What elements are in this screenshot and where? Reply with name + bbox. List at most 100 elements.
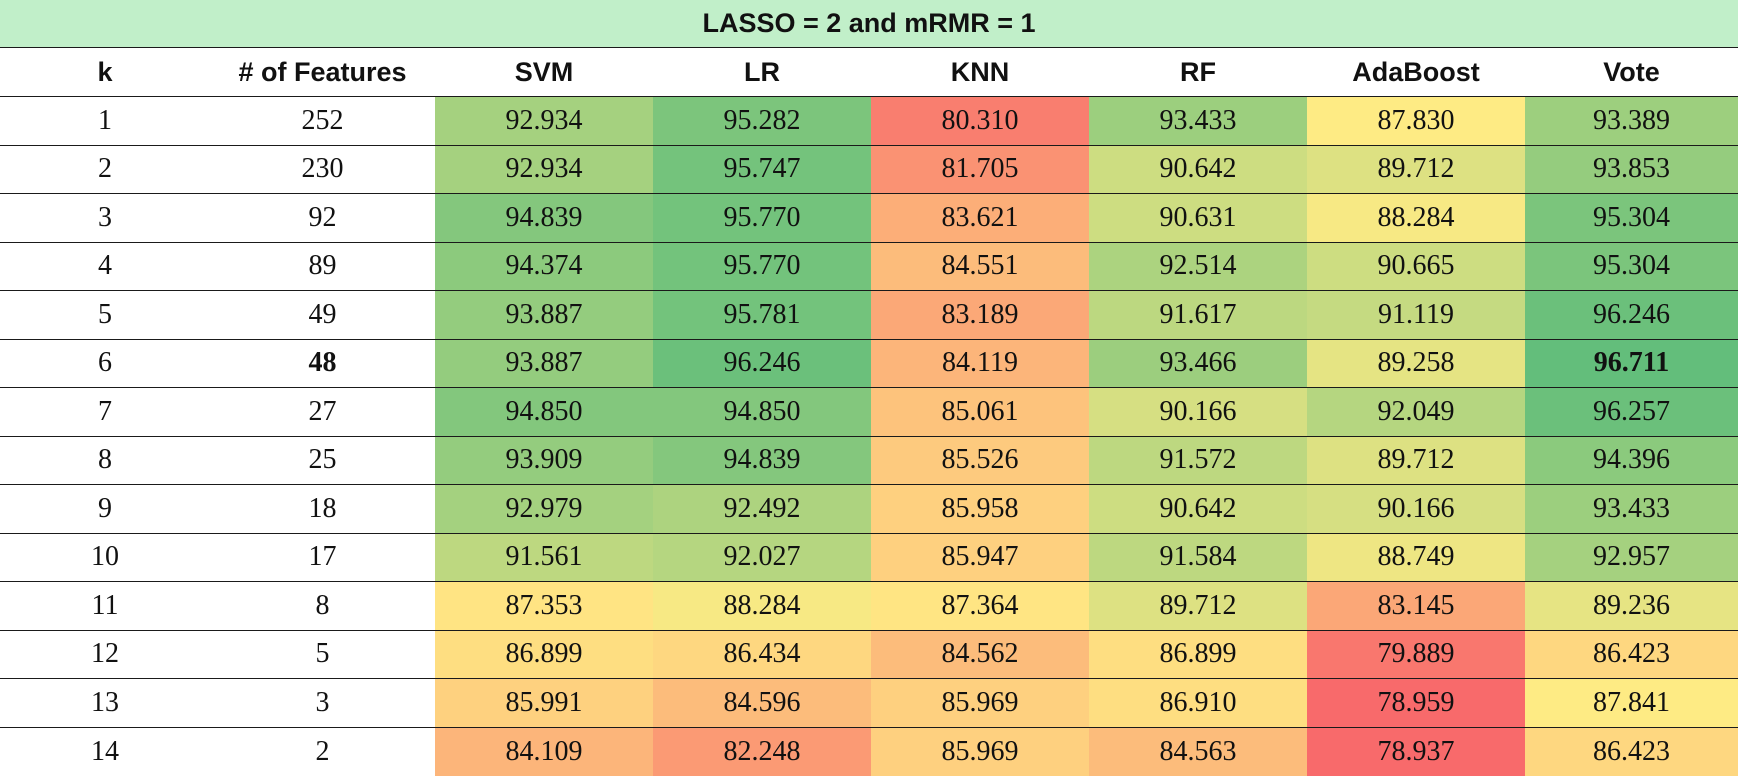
cell-rf: 90.631	[1089, 194, 1307, 242]
cell-features: 17	[308, 541, 337, 573]
cell-lr: 82.248	[653, 727, 871, 776]
cell-adaboost: 91.119	[1307, 291, 1525, 339]
column-header: AdaBoost	[1352, 56, 1480, 87]
column-header: SVM	[514, 56, 574, 87]
cell-knn: 85.526	[871, 436, 1089, 484]
cell-knn: 84.551	[871, 242, 1089, 290]
table-row: 10 17 91.561 92.027 85.947 91.584 88.749 92.957	[0, 533, 1738, 582]
cell-k: 3	[98, 201, 112, 233]
cell-features: 3	[315, 686, 330, 718]
cell-knn: 84.119	[871, 339, 1089, 387]
cell-rf: 93.433	[1089, 97, 1307, 145]
cell-knn: 87.364	[871, 582, 1089, 630]
cell-k: 6	[98, 347, 112, 379]
cell-features: 252	[301, 104, 344, 136]
table-row: 8 25 93.909 94.839 85.526 91.572 89.712 94.396	[0, 436, 1738, 485]
cell-features: 27	[308, 395, 337, 427]
cell-svm: 94.850	[435, 388, 653, 436]
table-body: 1 252 92.934 95.282 80.310 93.433 87.830 93.389…	[0, 97, 1738, 776]
cell-knn: 85.947	[871, 533, 1089, 581]
cell-lr: 88.284	[653, 582, 871, 630]
cell-svm: 93.909	[435, 436, 653, 484]
cell-vote: 92.957	[1525, 533, 1738, 581]
table-row: 2 230 92.934 95.747 81.705 90.642 89.712 93.853	[0, 145, 1738, 194]
cell-adaboost: 78.959	[1307, 679, 1525, 727]
cell-lr: 95.770	[653, 242, 871, 290]
table-row: 5 49 93.887 95.781 83.189 91.617 91.119 96.246	[0, 291, 1738, 340]
cell-k: 4	[98, 250, 112, 282]
cell-svm: 92.979	[435, 485, 653, 533]
cell-vote: 93.389	[1525, 97, 1738, 145]
cell-vote: 93.433	[1525, 485, 1738, 533]
cell-rf: 91.617	[1089, 291, 1307, 339]
cell-svm: 92.934	[435, 97, 653, 145]
cell-k: 10	[91, 541, 119, 573]
cell-adaboost: 83.145	[1307, 582, 1525, 630]
cell-vote: 86.423	[1525, 630, 1738, 678]
table-row: 3 92 94.839 95.770 83.621 90.631 88.284 95.304	[0, 194, 1738, 243]
cell-rf: 90.642	[1089, 145, 1307, 193]
cell-svm: 92.934	[435, 145, 653, 193]
table-row: 14 2 84.109 82.248 85.969 84.563 78.937 86.423	[0, 727, 1738, 776]
cell-lr: 84.596	[653, 679, 871, 727]
cell-k: 11	[91, 589, 119, 621]
table-row: 6 48 93.887 96.246 84.119 93.466 89.258 96.711	[0, 339, 1738, 388]
cell-lr: 94.850	[653, 388, 871, 436]
cell-features: 18	[308, 492, 337, 524]
cell-adaboost: 78.937	[1307, 727, 1525, 776]
cell-k: 8	[98, 444, 112, 476]
cell-adaboost: 90.166	[1307, 485, 1525, 533]
column-header: RF	[1180, 56, 1216, 87]
cell-vote: 93.853	[1525, 145, 1738, 193]
cell-rf: 90.166	[1089, 388, 1307, 436]
cell-knn: 85.969	[871, 679, 1089, 727]
column-header: Vote	[1603, 56, 1660, 87]
cell-rf: 84.563	[1089, 727, 1307, 776]
cell-adaboost: 88.749	[1307, 533, 1525, 581]
header-row: k # of Features SVM LR KNN RF AdaBoost Vote	[0, 48, 1738, 97]
cell-vote: 96.257	[1525, 388, 1738, 436]
cell-k: 7	[98, 395, 112, 427]
cell-svm: 91.561	[435, 533, 653, 581]
cell-lr: 92.027	[653, 533, 871, 581]
cell-lr: 86.434	[653, 630, 871, 678]
cell-features: 48	[308, 347, 337, 379]
cell-lr: 96.246	[653, 339, 871, 387]
cell-vote: 95.304	[1525, 194, 1738, 242]
cell-vote: 87.841	[1525, 679, 1738, 727]
cell-lr: 95.282	[653, 97, 871, 145]
cell-rf: 91.572	[1089, 436, 1307, 484]
cell-lr: 92.492	[653, 485, 871, 533]
cell-vote: 95.304	[1525, 242, 1738, 290]
cell-rf: 86.910	[1089, 679, 1307, 727]
table-row: 1 252 92.934 95.282 80.310 93.433 87.830 93.389	[0, 97, 1738, 146]
cell-svm: 84.109	[435, 727, 653, 776]
table-row: 9 18 92.979 92.492 85.958 90.642 90.166 93.433	[0, 485, 1738, 534]
cell-svm: 93.887	[435, 291, 653, 339]
cell-lr: 95.781	[653, 291, 871, 339]
cell-adaboost: 89.712	[1307, 145, 1525, 193]
cell-features: 92	[308, 201, 337, 233]
cell-lr: 95.747	[653, 145, 871, 193]
table-row: 13 3 85.991 84.596 85.969 86.910 78.959 87.841	[0, 679, 1738, 728]
cell-features: 5	[315, 638, 330, 670]
table-row: 12 5 86.899 86.434 84.562 86.899 79.889 86.423	[0, 630, 1738, 679]
cell-features: 2	[315, 735, 330, 767]
cell-lr: 94.839	[653, 436, 871, 484]
cell-features: 8	[315, 589, 330, 621]
cell-svm: 86.899	[435, 630, 653, 678]
cell-knn: 83.621	[871, 194, 1089, 242]
cell-knn: 80.310	[871, 97, 1089, 145]
cell-lr: 95.770	[653, 194, 871, 242]
cell-adaboost: 89.258	[1307, 339, 1525, 387]
cell-adaboost: 79.889	[1307, 630, 1525, 678]
cell-knn: 84.562	[871, 630, 1089, 678]
cell-k: 9	[98, 492, 112, 524]
cell-adaboost: 92.049	[1307, 388, 1525, 436]
cell-features: 89	[308, 250, 337, 282]
cell-k: 12	[91, 638, 119, 670]
cell-svm: 94.839	[435, 194, 653, 242]
column-header: k	[97, 56, 113, 87]
cell-features: 49	[308, 298, 337, 330]
cell-svm: 87.353	[435, 582, 653, 630]
